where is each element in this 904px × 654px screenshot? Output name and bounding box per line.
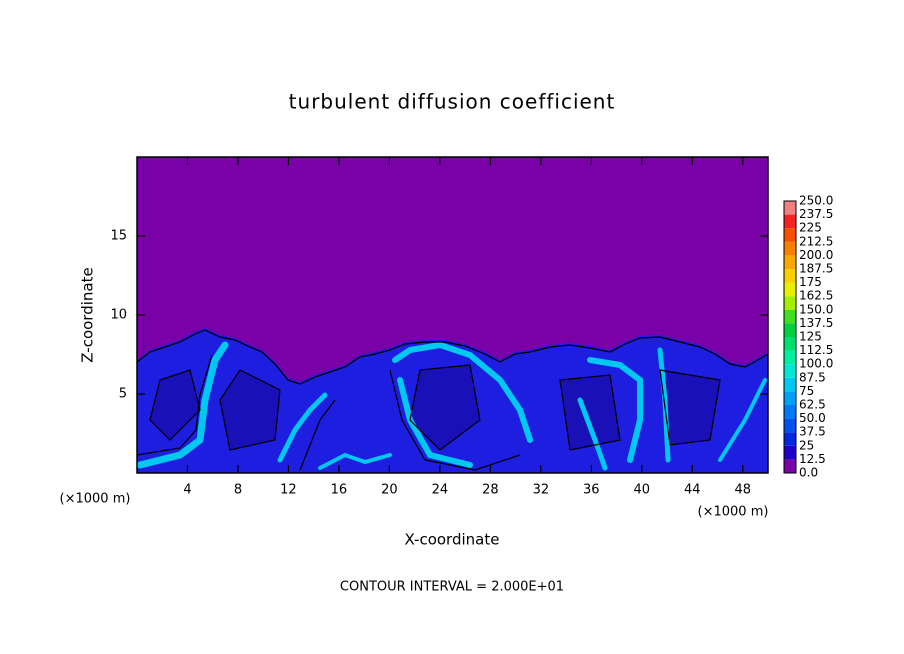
colorbar-segment <box>784 391 796 405</box>
colorbar-segment <box>784 377 796 392</box>
x-tick-label: 4 <box>183 483 191 498</box>
colorbar-label: 112.5 <box>799 343 833 357</box>
x-tick-label: 8 <box>234 483 242 498</box>
x-axis-label: X-coordinate <box>405 531 500 549</box>
colorbar-segment <box>784 228 796 242</box>
x-tick-label: 48 <box>734 483 751 498</box>
field-contours <box>136 329 769 471</box>
field-dark-patches <box>150 365 720 450</box>
colorbar-label: 12.5 <box>799 452 826 466</box>
colorbar-segment <box>784 323 796 337</box>
colorbar-label: 175 <box>799 275 822 289</box>
colorbar-segment <box>784 445 796 460</box>
y-axis-label: Z-coordinate <box>79 267 97 362</box>
colorbar-segment <box>784 282 796 297</box>
colorbar-label: 150.0 <box>799 302 833 316</box>
x-tick-label: 40 <box>634 483 651 498</box>
x-tick-label: 28 <box>482 483 499 498</box>
colorbar-label: 100.0 <box>799 357 833 371</box>
colorbar-segment <box>784 418 796 433</box>
y-tick-label: 15 <box>110 229 127 244</box>
x-tick-label: 16 <box>331 483 348 498</box>
colorbar-label: 62.5 <box>799 398 826 412</box>
colorbar-segment <box>784 255 796 269</box>
colorbar-label: 237.5 <box>799 207 833 221</box>
colorbar-label: 225 <box>799 221 822 235</box>
colorbar-label: 37.5 <box>799 425 826 439</box>
colorbar-label: 87.5 <box>799 370 826 384</box>
colorbar-frame <box>783 200 797 474</box>
colorbar-segment <box>784 405 796 419</box>
colorbar-label: 187.5 <box>799 262 833 276</box>
x-tick-label: 20 <box>381 483 398 498</box>
plot-area <box>136 156 769 474</box>
colorbar-label: 25 <box>799 438 814 452</box>
colorbar-label: 75 <box>799 384 814 398</box>
colorbar-segment <box>784 432 796 446</box>
colorbar-label: 0.0 <box>799 466 818 480</box>
y-tick-label: 5 <box>119 387 127 402</box>
colorbar-label: 200.0 <box>799 248 833 262</box>
colorbar-segment <box>784 309 796 324</box>
colorbar-segment <box>784 459 796 473</box>
colorbar-segment <box>784 241 796 256</box>
colorbar-segment <box>784 269 796 283</box>
x-unit-label: (×1000 m) <box>698 505 769 520</box>
x-tick-label: 24 <box>432 483 449 498</box>
colorbar-segment <box>784 201 796 215</box>
colorbar-segment <box>784 350 796 365</box>
y-tick-label: 10 <box>110 308 127 323</box>
x-tick-label: 12 <box>280 483 297 498</box>
footnote: CONTOUR INTERVAL = 2.000E+01 <box>340 580 564 595</box>
colorbar-segment <box>784 337 796 351</box>
colorbar-label: 162.5 <box>799 289 833 303</box>
x-unit-label: (×1000 m) <box>60 492 131 507</box>
colorbar-label: 250.0 <box>799 194 833 208</box>
colorbar-segment <box>784 296 796 310</box>
colorbar-segment <box>784 214 796 229</box>
chart-title: turbulent diffusion coefficient <box>289 90 616 114</box>
field-cyan-streaks <box>136 341 767 471</box>
colorbar-label: 212.5 <box>799 234 833 248</box>
colorbar-label: 125 <box>799 330 822 344</box>
x-tick-label: 32 <box>533 483 550 498</box>
colorbar-label: 137.5 <box>799 316 833 330</box>
x-tick-label: 36 <box>583 483 600 498</box>
x-tick-label: 44 <box>684 483 701 498</box>
colorbar-label: 50.0 <box>799 411 826 425</box>
colorbar-segment <box>784 364 796 378</box>
